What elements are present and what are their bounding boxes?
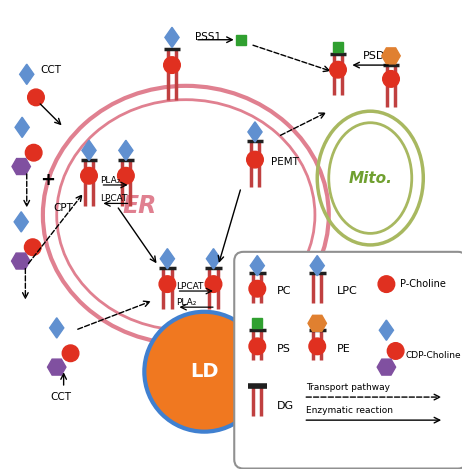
Circle shape: [159, 276, 176, 292]
Bar: [236, 35, 246, 45]
Text: PSD: PSD: [364, 51, 386, 61]
Circle shape: [27, 89, 44, 106]
Polygon shape: [377, 359, 396, 375]
Text: ER: ER: [123, 194, 157, 218]
Polygon shape: [250, 256, 264, 276]
Text: Enzymatic reaction: Enzymatic reaction: [306, 407, 393, 416]
Circle shape: [378, 276, 395, 292]
Text: CCT: CCT: [51, 392, 72, 402]
Text: LPC: LPC: [337, 286, 357, 296]
Text: P-Choline: P-Choline: [400, 279, 446, 289]
Circle shape: [383, 70, 399, 87]
Polygon shape: [19, 64, 34, 84]
Circle shape: [330, 61, 346, 78]
Polygon shape: [47, 359, 66, 375]
Circle shape: [249, 338, 265, 355]
Text: CCT: CCT: [41, 65, 62, 75]
Polygon shape: [308, 315, 327, 331]
Bar: [333, 41, 343, 52]
Text: LD: LD: [190, 362, 219, 381]
Polygon shape: [50, 318, 64, 338]
Text: CDP-Choline: CDP-Choline: [406, 351, 461, 360]
Circle shape: [205, 276, 222, 292]
Polygon shape: [206, 248, 220, 269]
Text: Transport pathway: Transport pathway: [306, 383, 390, 392]
Polygon shape: [248, 122, 262, 142]
Text: Mito.: Mito.: [348, 170, 392, 186]
Circle shape: [25, 239, 41, 256]
Text: PS: PS: [277, 344, 291, 354]
Circle shape: [249, 280, 265, 297]
Polygon shape: [82, 140, 96, 160]
Polygon shape: [382, 48, 400, 64]
Circle shape: [81, 168, 97, 184]
Polygon shape: [310, 256, 324, 276]
Circle shape: [118, 168, 134, 184]
Text: PSS1: PSS1: [195, 32, 221, 42]
Polygon shape: [119, 140, 133, 160]
Circle shape: [309, 338, 326, 355]
Text: CPT: CPT: [53, 203, 73, 213]
Text: LPCAT: LPCAT: [100, 194, 128, 203]
Bar: [252, 318, 263, 328]
Circle shape: [62, 345, 79, 362]
Circle shape: [26, 144, 42, 161]
Text: LPCAT: LPCAT: [177, 282, 204, 291]
Polygon shape: [160, 248, 174, 269]
Polygon shape: [165, 27, 179, 48]
Text: PC: PC: [277, 286, 291, 296]
Text: DG: DG: [277, 401, 294, 411]
Polygon shape: [379, 320, 393, 340]
Text: PLA₂: PLA₂: [100, 176, 121, 185]
Circle shape: [144, 312, 264, 432]
Polygon shape: [12, 159, 30, 175]
Polygon shape: [14, 212, 28, 232]
Text: PLA₂: PLA₂: [177, 298, 197, 307]
Polygon shape: [15, 117, 29, 138]
Text: +: +: [40, 171, 55, 189]
Circle shape: [387, 343, 404, 359]
Circle shape: [246, 151, 263, 168]
Text: PEMT: PEMT: [271, 157, 299, 167]
Polygon shape: [11, 253, 30, 269]
Text: PE: PE: [337, 344, 350, 354]
Circle shape: [164, 57, 180, 73]
FancyBboxPatch shape: [234, 252, 467, 468]
